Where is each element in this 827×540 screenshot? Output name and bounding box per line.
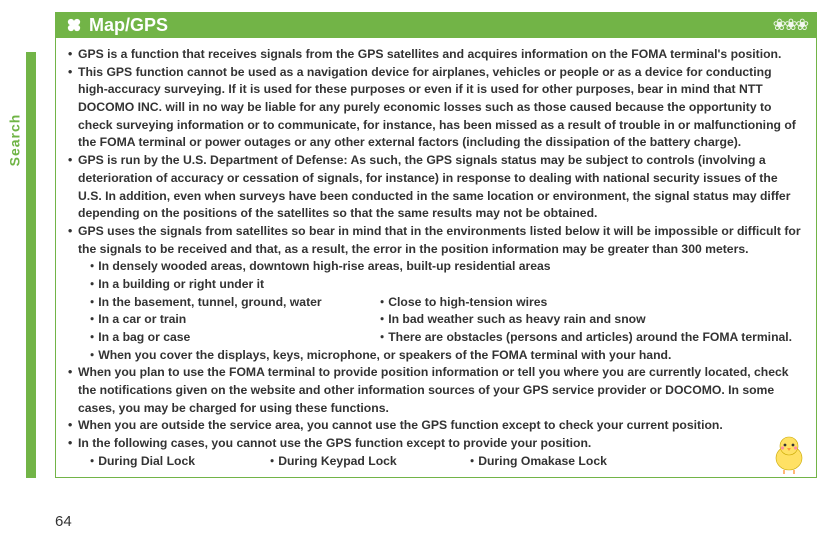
sub-text: In a building or right under it xyxy=(88,277,264,291)
side-tab-label: Search xyxy=(6,114,22,167)
sub-text: In bad weather such as heavy rain and sn… xyxy=(378,312,646,326)
sub-item-row: In a car or train In bad weather such as… xyxy=(88,311,804,329)
sub-text: In a bag or case xyxy=(88,330,190,344)
sub-text: In densely wooded areas, downtown high-r… xyxy=(88,259,551,273)
lock-row: During Dial Lock During Keypad Lock Duri… xyxy=(88,453,804,471)
side-tab: Search xyxy=(2,90,26,190)
bullet-text: GPS is run by the U.S. Department of Def… xyxy=(78,153,790,220)
bullet-item: In the following cases, you cannot use t… xyxy=(68,435,804,470)
sub-text: In a car or train xyxy=(88,312,186,326)
bullet-text: In the following cases, you cannot use t… xyxy=(78,436,591,450)
lock-item: During Keypad Lock xyxy=(268,454,397,468)
sub-text: There are obstacles (persons and article… xyxy=(378,330,792,344)
sub-item-row: In a bag or case There are obstacles (pe… xyxy=(88,329,804,347)
side-accent-strip xyxy=(26,12,36,478)
content-panel: GPS is a function that receives signals … xyxy=(55,38,817,478)
lock-item: During Omakase Lock xyxy=(468,454,607,468)
sub-text: Close to high-tension wires xyxy=(378,295,547,309)
sub-text: When you cover the displays, keys, micro… xyxy=(88,348,671,362)
bullet-item: When you plan to use the FOMA terminal t… xyxy=(68,364,804,417)
lock-item: During Dial Lock xyxy=(88,454,195,468)
bullet-text: This GPS function cannot be used as a na… xyxy=(78,65,796,150)
section-header: Map/GPS ❀❀❀ xyxy=(55,12,817,38)
sub-item: In a building or right under it xyxy=(88,276,804,294)
bullet-item: GPS is run by the U.S. Department of Def… xyxy=(68,152,804,223)
page-number: 64 xyxy=(55,513,72,530)
sub-item-row: In the basement, tunnel, ground, water C… xyxy=(88,294,804,312)
bullet-item: This GPS function cannot be used as a na… xyxy=(68,64,804,152)
bullet-item: When you are outside the service area, y… xyxy=(68,417,804,435)
bullet-text: When you are outside the service area, y… xyxy=(78,418,723,432)
bullet-text: GPS uses the signals from satellites so … xyxy=(78,224,801,256)
clover-icon xyxy=(65,16,83,34)
sub-item: In densely wooded areas, downtown high-r… xyxy=(88,258,804,276)
bird-icon xyxy=(769,434,809,474)
bullet-text: GPS is a function that receives signals … xyxy=(78,47,781,61)
bullet-item: GPS uses the signals from satellites so … xyxy=(68,223,804,365)
header-decoration-icon: ❀❀❀ xyxy=(773,15,807,35)
bullet-text: When you plan to use the FOMA terminal t… xyxy=(78,365,789,414)
sub-item: When you cover the displays, keys, micro… xyxy=(88,347,804,365)
sub-text: In the basement, tunnel, ground, water xyxy=(88,295,322,309)
bullet-item: GPS is a function that receives signals … xyxy=(68,46,804,64)
section-title: Map/GPS xyxy=(89,15,168,36)
